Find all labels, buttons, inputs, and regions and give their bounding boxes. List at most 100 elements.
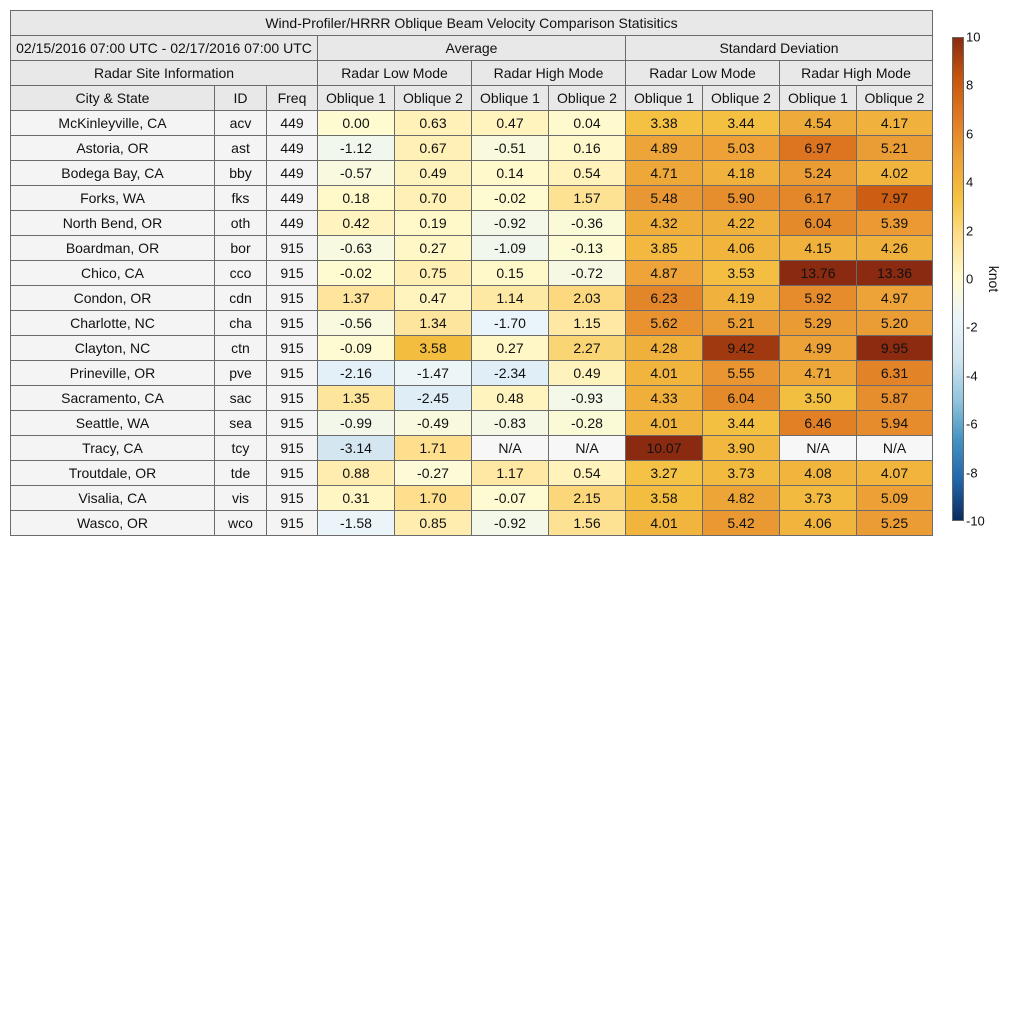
site-freq: 915 <box>266 335 318 361</box>
col-header-city: City & State <box>10 85 215 111</box>
heatmap-cell: -0.07 <box>471 485 549 511</box>
heatmap-cell: -0.92 <box>471 210 549 236</box>
site-id: bor <box>214 235 267 261</box>
heatmap-cell: 6.97 <box>779 135 857 161</box>
site-city: Wasco, OR <box>10 510 215 536</box>
site-id: ctn <box>214 335 267 361</box>
heatmap-cell: N/A <box>548 435 626 461</box>
heatmap-cell: 0.27 <box>471 335 549 361</box>
heatmap-cell: -0.51 <box>471 135 549 161</box>
heatmap-cell: 0.48 <box>471 385 549 411</box>
site-city: North Bend, OR <box>10 210 215 236</box>
heatmap-cell: 0.16 <box>548 135 626 161</box>
heatmap-cell: 2.15 <box>548 485 626 511</box>
heatmap-cell: 6.46 <box>779 410 857 436</box>
col-header-oblique-2: Oblique 2 <box>856 85 933 111</box>
heatmap-cell: 5.25 <box>856 510 933 536</box>
table-row: Tracy, CA tcy 915 -3.14 1.71 N/A N/A 10.07 3.90 N… <box>10 435 933 461</box>
site-city: Seattle, WA <box>10 410 215 436</box>
comparison-table-container: Wind-Profiler/HRRR Oblique Beam Velocity… <box>10 10 933 536</box>
heatmap-cell: 0.67 <box>394 135 472 161</box>
heatmap-cell: 4.32 <box>625 210 703 236</box>
heatmap-cell: 4.71 <box>625 160 703 186</box>
colorbar-tick-label: -8 <box>966 465 978 481</box>
site-city: Prineville, OR <box>10 360 215 386</box>
heatmap-cell: 10.07 <box>625 435 703 461</box>
heatmap-cell: 6.23 <box>625 285 703 311</box>
heatmap-cell: 9.42 <box>702 335 780 361</box>
heatmap-cell: 4.22 <box>702 210 780 236</box>
col-header-id: ID <box>214 85 267 111</box>
site-city: Astoria, OR <box>10 135 215 161</box>
heatmap-cell: 5.87 <box>856 385 933 411</box>
heatmap-cell: 4.71 <box>779 360 857 386</box>
colorbar-tick-label: -4 <box>966 368 978 384</box>
site-id: tcy <box>214 435 267 461</box>
heatmap-cell: 5.24 <box>779 160 857 186</box>
table-body: McKinleyville, CA acv 449 0.00 0.63 0.47 0.04 3… <box>10 110 933 536</box>
heatmap-cell: 4.19 <box>702 285 780 311</box>
heatmap-cell: 0.31 <box>317 485 395 511</box>
heatmap-cell: 2.03 <box>548 285 626 311</box>
heatmap-cell: -1.58 <box>317 510 395 536</box>
table-row: Chico, CA cco 915 -0.02 0.75 0.15 -0.72 4.87 3.5… <box>10 260 933 286</box>
site-freq: 915 <box>266 285 318 311</box>
site-id: pve <box>214 360 267 386</box>
site-city: Troutdale, OR <box>10 460 215 486</box>
heatmap-cell: 13.76 <box>779 260 857 286</box>
heatmap-cell: -0.92 <box>471 510 549 536</box>
heatmap-cell: 5.62 <box>625 310 703 336</box>
colorbar-tick-label: -6 <box>966 416 978 432</box>
heatmap-cell: 4.01 <box>625 410 703 436</box>
heatmap-cell: -0.36 <box>548 210 626 236</box>
heatmap-cell: 3.38 <box>625 110 703 136</box>
heatmap-cell: 3.50 <box>779 385 857 411</box>
table-title: Wind-Profiler/HRRR Oblique Beam Velocity… <box>10 10 933 36</box>
table-row: Prineville, OR pve 915 -2.16 -1.47 -2.34 0.49 4… <box>10 360 933 386</box>
heatmap-cell: 1.57 <box>548 185 626 211</box>
heatmap-cell: 0.42 <box>317 210 395 236</box>
colorbar-tick-label: 8 <box>966 77 974 93</box>
heatmap-cell: 3.58 <box>394 335 472 361</box>
heatmap-cell: -0.56 <box>317 310 395 336</box>
heatmap-cell: 5.94 <box>856 410 933 436</box>
heatmap-cell: 1.14 <box>471 285 549 311</box>
heatmap-cell: 4.17 <box>856 110 933 136</box>
heatmap-cell: 4.54 <box>779 110 857 136</box>
site-freq: 915 <box>266 410 318 436</box>
heatmap-cell: 5.39 <box>856 210 933 236</box>
heatmap-cell: 1.34 <box>394 310 472 336</box>
heatmap-cell: -2.34 <box>471 360 549 386</box>
heatmap-cell: 1.71 <box>394 435 472 461</box>
heatmap-cell: 3.58 <box>625 485 703 511</box>
heatmap-cell: 0.70 <box>394 185 472 211</box>
heatmap-cell: 1.35 <box>317 385 395 411</box>
heatmap-cell: 5.03 <box>702 135 780 161</box>
heatmap-cell: 1.70 <box>394 485 472 511</box>
site-freq: 915 <box>266 510 318 536</box>
heatmap-cell: 5.42 <box>702 510 780 536</box>
col-header-oblique-1: Oblique 1 <box>317 85 395 111</box>
heatmap-cell: 0.00 <box>317 110 395 136</box>
heatmap-cell: -0.27 <box>394 460 472 486</box>
heatmap-cell: -0.63 <box>317 235 395 261</box>
site-freq: 915 <box>266 260 318 286</box>
comparison-table: Wind-Profiler/HRRR Oblique Beam Velocity… <box>10 10 933 536</box>
site-id: acv <box>214 110 267 136</box>
heatmap-cell: 4.06 <box>779 510 857 536</box>
site-freq: 449 <box>266 210 318 236</box>
site-city: Tracy, CA <box>10 435 215 461</box>
heatmap-cell: 3.90 <box>702 435 780 461</box>
heatmap-cell: 3.44 <box>702 110 780 136</box>
heatmap-cell: -0.49 <box>394 410 472 436</box>
mode-header-avg-high: Radar High Mode <box>471 60 626 86</box>
col-header-oblique-2: Oblique 2 <box>548 85 626 111</box>
mode-header-std-low: Radar Low Mode <box>625 60 780 86</box>
heatmap-cell: 0.75 <box>394 260 472 286</box>
heatmap-cell: 4.87 <box>625 260 703 286</box>
heatmap-cell: -1.47 <box>394 360 472 386</box>
table-row: Visalia, CA vis 915 0.31 1.70 -0.07 2.15 3.58 4.… <box>10 485 933 511</box>
site-freq: 915 <box>266 385 318 411</box>
table-row: Wasco, OR wco 915 -1.58 0.85 -0.92 1.56 4.01 5.4… <box>10 510 933 536</box>
site-city: Forks, WA <box>10 185 215 211</box>
